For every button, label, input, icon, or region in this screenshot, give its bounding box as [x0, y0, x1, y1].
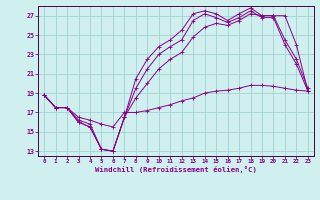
X-axis label: Windchill (Refroidissement éolien,°C): Windchill (Refroidissement éolien,°C)	[95, 166, 257, 173]
